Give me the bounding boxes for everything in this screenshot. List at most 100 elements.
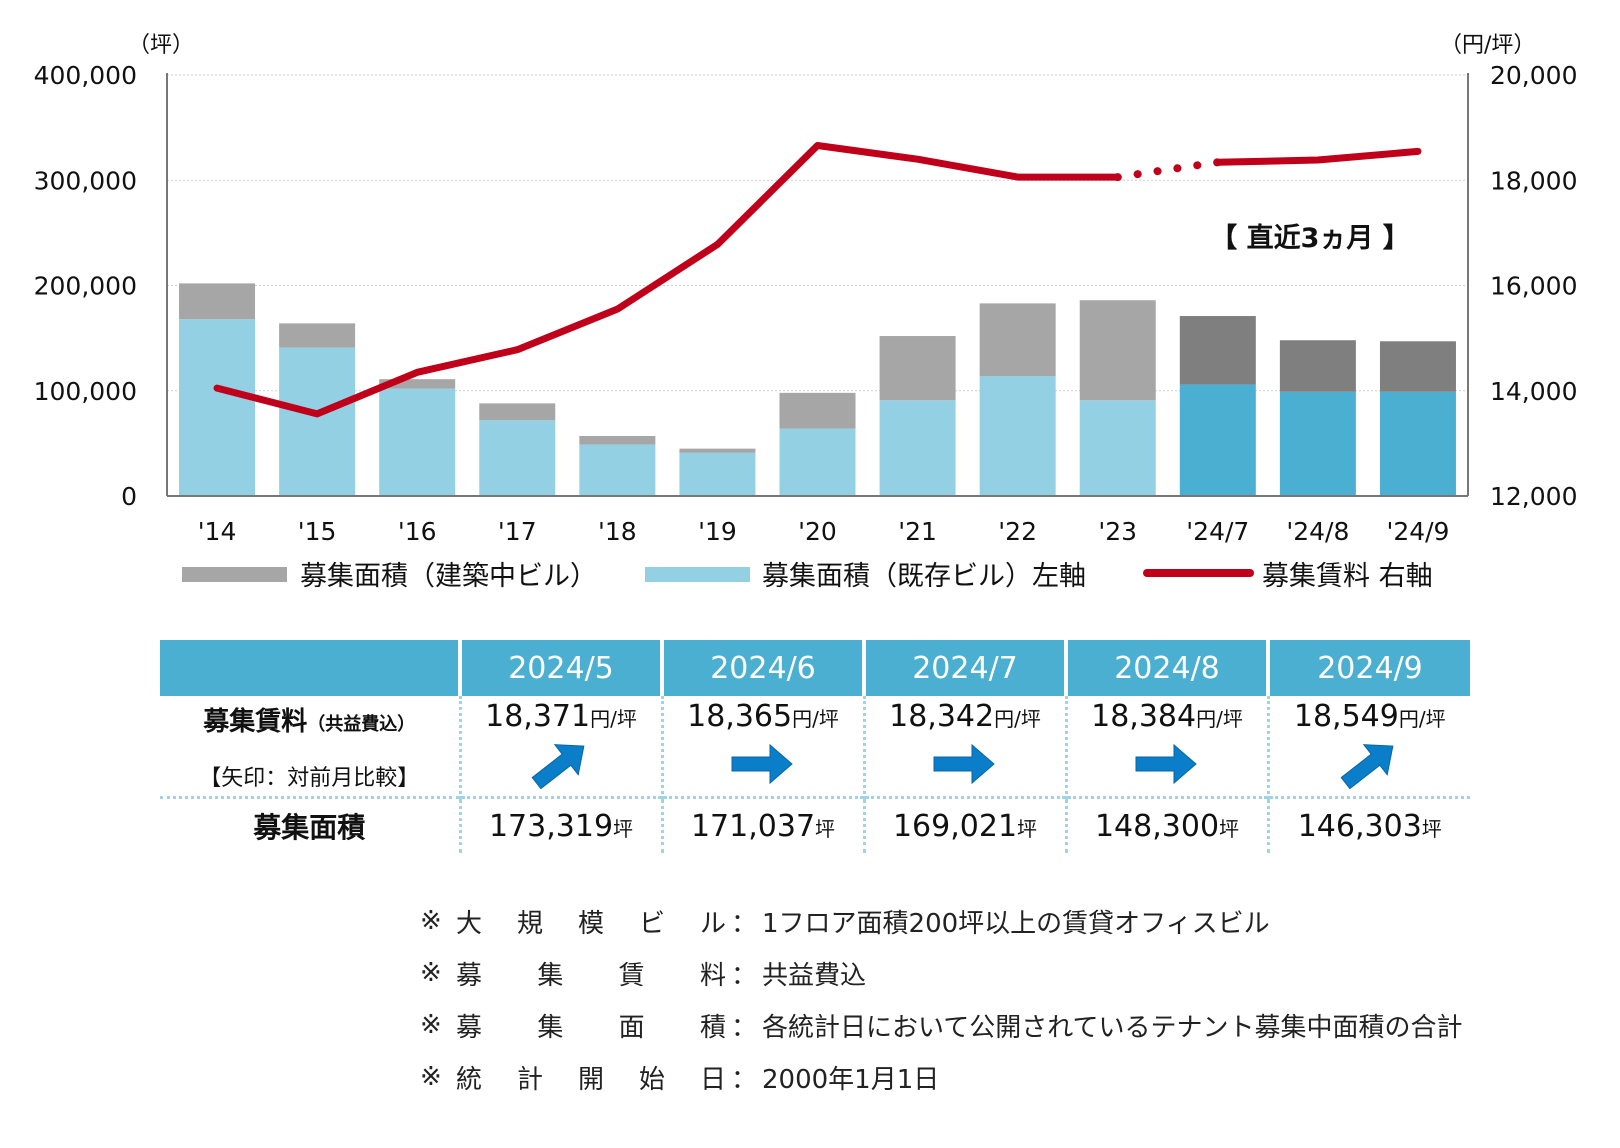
area-cell: 173,319坪 [458,796,662,853]
note-text: 2000年1月1日 [762,1064,940,1095]
note-label-char: ビ [638,908,665,939]
rent-arrow-slot [1068,734,1267,794]
bar-existing [779,428,856,496]
note-label-char: 積 [699,1012,726,1043]
area-label: 募集面積 [253,811,366,844]
x-tick-label: '24/8 [1286,517,1349,546]
footnote-row: ※ 統 計 開 始 日 ： 2000年1月1日 [420,1051,1462,1103]
bar-existing [1079,400,1156,496]
note-label-char: 統 [456,1064,483,1095]
bar-existing [979,376,1056,496]
area-cell: 148,300坪 [1064,796,1268,853]
bar-existing [879,400,956,496]
note-mark: ※ [420,1062,442,1092]
note-mark: ※ [420,1010,442,1040]
left-tick-label: 0 [121,482,137,511]
note-label: 募集面積 [456,1007,726,1044]
bar-existing [379,388,456,496]
rent-sub-label: （共益費込） [307,713,416,735]
x-tick-label: '19 [698,517,737,546]
rent-value: 18,342 [889,698,995,734]
rent-cell: 18,549円/坪 [1266,696,1471,798]
area-value: 148,300 [1094,808,1220,844]
x-tick-label: '23 [1098,517,1137,546]
area-unit: 坪 [613,816,634,841]
right-arrow-icon [933,743,995,784]
area-value: 173,319 [488,808,614,844]
bar-construction [179,283,256,320]
area-unit: 坪 [1219,816,1240,841]
note-label-char: 料 [699,960,726,991]
bar-construction [379,379,456,389]
bar-construction [279,323,356,348]
right-tick-label: 20,000 [1490,61,1577,90]
rent-arrow-slot [664,734,863,794]
note-label-char: 始 [638,1064,665,1095]
table-header-blank [160,640,460,696]
x-tick-label: '22 [998,517,1037,546]
note-mark: ※ [420,958,442,988]
note-label-char: 賃 [618,960,645,991]
right-arrow-icon [731,743,793,784]
rent-line-recent [1214,147,1422,166]
area-value: 169,021 [892,808,1018,844]
bar-existing [1379,391,1456,496]
bar-existing [479,420,556,496]
left-tick-label: 200,000 [34,272,137,301]
rent-unit: 円/坪 [590,706,637,731]
rent-cell: 18,365円/坪 [660,696,864,798]
note-label-char: 開 [577,1064,604,1095]
note-mark: ※ [420,906,442,936]
up-right-arrow-icon [1340,743,1394,789]
rent-value: 18,384 [1091,698,1197,734]
bar-construction [479,403,556,421]
rent-arrow-slot [462,734,661,794]
rent-cell: 18,384円/坪 [1064,696,1268,798]
bar-construction [679,448,756,453]
x-tick-label: '15 [298,517,337,546]
right-tick-label: 16,000 [1490,272,1577,301]
right-tick-label: 12,000 [1490,482,1577,511]
x-tick-label: '21 [898,517,937,546]
area-cell: 171,037坪 [660,796,864,853]
bar-construction [879,336,956,401]
left-tick-label: 400,000 [34,61,137,90]
bar-construction [1079,300,1156,401]
rent-arrow-slot [1270,734,1471,794]
right-axis-unit: （円/坪） [1440,33,1535,58]
rent-value: 18,549 [1293,698,1399,734]
bar-construction [1179,316,1256,385]
note-label-char: ル [699,908,726,939]
arrow-note: 【矢印：対前月比較】 [199,765,420,791]
table-header-month: 2024/7 [862,640,1066,696]
note-label-char: 面 [618,1012,645,1043]
bar-existing [1179,384,1256,496]
bar-existing [579,444,656,496]
monthly-summary-table: 2024/5 2024/6 2024/7 2024/8 2024/9 募集賃料（… [160,640,1470,853]
recent-3-months-annotation: 【 直近3ヵ月 】 [1210,223,1410,254]
x-tick-label: '24/9 [1386,517,1449,546]
note-label-char: 募 [456,960,483,991]
x-tick-label: '16 [398,517,437,546]
bar-existing [279,347,356,496]
table-header-row: 2024/5 2024/6 2024/7 2024/8 2024/9 [160,640,1470,696]
note-label-char: 規 [516,908,543,939]
right-tick-label: 14,000 [1490,377,1577,406]
area-unit: 坪 [1421,816,1442,841]
bar-existing [679,452,756,496]
area-value: 146,303 [1297,808,1422,844]
note-text: 各統計日において公開されているテナント募集中面積の合計 [762,1012,1463,1043]
note-label-char: 計 [516,1064,543,1095]
note-label-char: 集 [537,1012,564,1043]
bar-construction [1279,340,1356,392]
note-colon: ： [730,908,757,939]
area-cell: 169,021坪 [862,796,1066,853]
x-tick-label: '18 [598,517,637,546]
right-arrow-icon [1135,743,1197,784]
note-label-char: 日 [699,1064,726,1095]
rent-unit: 円/坪 [1398,706,1446,731]
rent-cell: 18,371円/坪 [458,696,662,798]
table-header-month: 2024/9 [1266,640,1470,696]
up-right-arrow-icon [531,743,585,789]
rent-value: 18,371 [485,698,591,734]
